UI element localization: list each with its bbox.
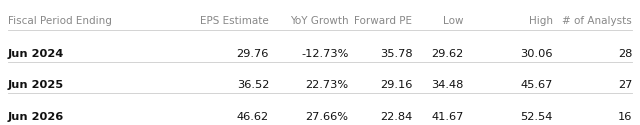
Text: Jun 2024: Jun 2024 (8, 49, 64, 59)
Text: Jun 2026: Jun 2026 (8, 112, 64, 122)
Text: Fiscal Period Ending: Fiscal Period Ending (8, 16, 111, 26)
Text: 30.06: 30.06 (520, 49, 552, 59)
Text: 46.62: 46.62 (237, 112, 269, 122)
Text: 35.78: 35.78 (380, 49, 412, 59)
Text: 41.67: 41.67 (431, 112, 463, 122)
Text: 16: 16 (618, 112, 632, 122)
Text: 27.66%: 27.66% (306, 112, 349, 122)
Text: Forward PE: Forward PE (355, 16, 412, 26)
Text: # of Analysts: # of Analysts (563, 16, 632, 26)
Text: 28: 28 (618, 49, 632, 59)
Text: YoY Growth: YoY Growth (290, 16, 349, 26)
Text: 34.48: 34.48 (431, 80, 463, 90)
Text: 52.54: 52.54 (520, 112, 552, 122)
Text: 45.67: 45.67 (520, 80, 552, 90)
Text: 36.52: 36.52 (237, 80, 269, 90)
Text: 27: 27 (618, 80, 632, 90)
Text: Low: Low (443, 16, 463, 26)
Text: EPS Estimate: EPS Estimate (200, 16, 269, 26)
Text: 29.76: 29.76 (237, 49, 269, 59)
Text: 29.62: 29.62 (431, 49, 463, 59)
Text: -12.73%: -12.73% (301, 49, 349, 59)
Text: High: High (529, 16, 552, 26)
Text: 22.73%: 22.73% (305, 80, 349, 90)
Text: 22.84: 22.84 (380, 112, 412, 122)
Text: 29.16: 29.16 (380, 80, 412, 90)
Text: Jun 2025: Jun 2025 (8, 80, 64, 90)
